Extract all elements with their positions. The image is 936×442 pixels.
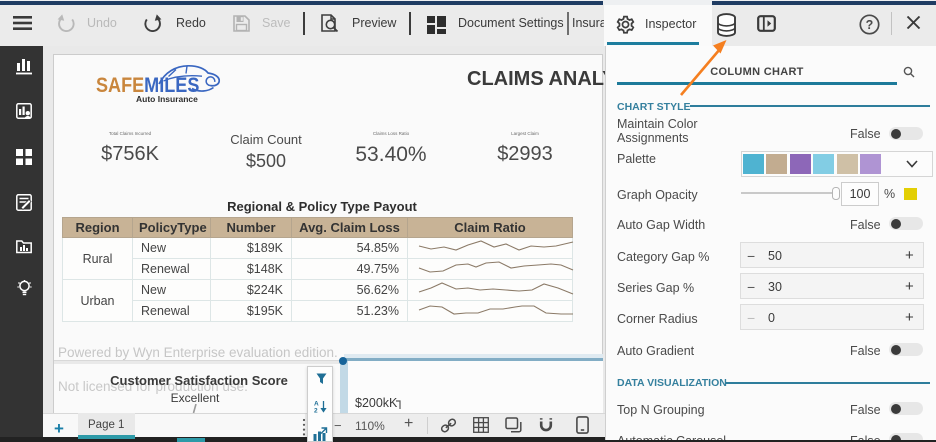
- svg-text:A: A: [314, 401, 319, 408]
- svg-text:2: 2: [314, 408, 318, 414]
- svg-text:?: ?: [866, 18, 874, 32]
